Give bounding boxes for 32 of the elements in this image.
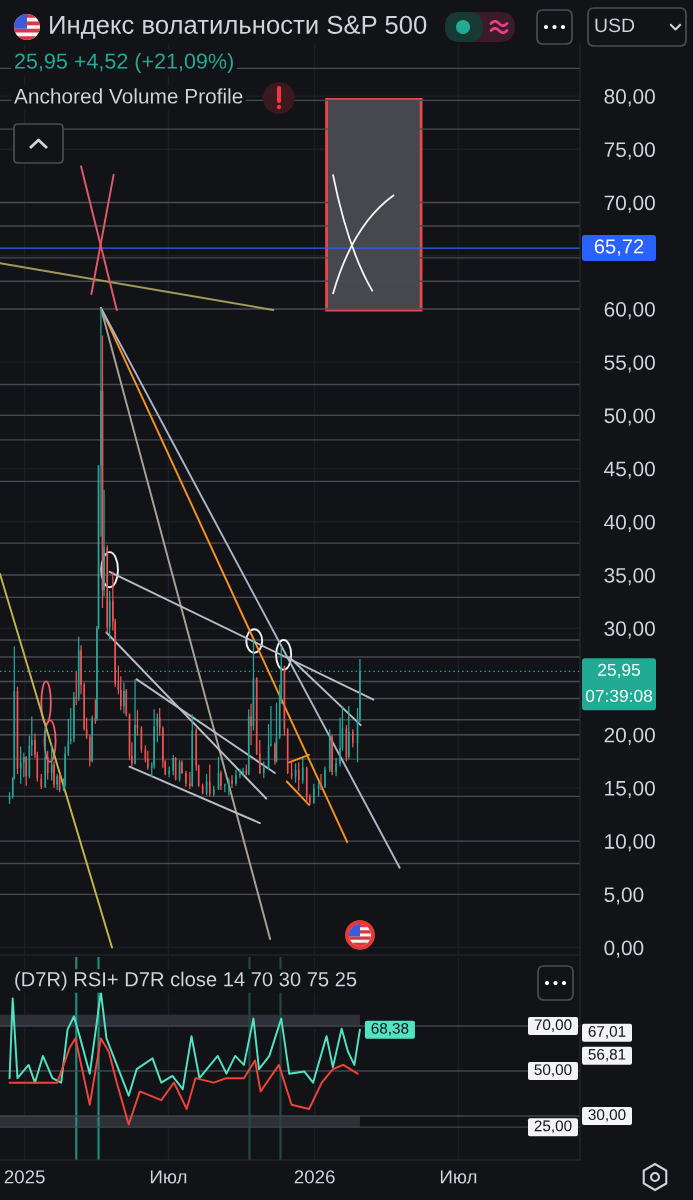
ref-line-label: 70,00 <box>534 1019 572 1032</box>
ref-line-label: 25,95 07:39:08 <box>585 663 653 703</box>
y-tick-label: 56,81 <box>588 1048 626 1062</box>
y-tick-label: 35,00 <box>604 568 655 586</box>
y-tick-label: 0,00 <box>604 940 644 958</box>
y-tick-label: 80,00 <box>604 89 655 107</box>
chart-subtitle: 25,95 +4,52 (+21,09%) <box>15 52 233 74</box>
ref-line-label: 65,72 <box>594 239 644 256</box>
y-tick-label: 5,00 <box>604 887 644 905</box>
y-tick-label: 30,00 <box>604 621 655 639</box>
y-tick-label: 55,00 <box>604 355 655 373</box>
chart-title: Индекс волатильности S&P 500 <box>50 15 427 39</box>
y-tick-label: 45,00 <box>604 461 655 479</box>
ref-line-label: 25,00 <box>534 1120 572 1134</box>
y-tick-label: 15,00 <box>605 780 655 799</box>
x-tick-label: Июл <box>150 1170 187 1184</box>
y-tick-label: 40,00 <box>604 514 655 533</box>
text: USD <box>595 18 635 33</box>
y-tick-label: 70,00 <box>604 195 655 213</box>
x-tick-label: 2025 <box>4 1170 45 1184</box>
y-tick-label: 20,00 <box>604 727 655 745</box>
y-tick-label: 60,00 <box>604 301 655 320</box>
data-label: 68,38 <box>371 1022 409 1036</box>
x-tick-label: 2026 <box>294 1170 335 1184</box>
y-tick-label: 75,00 <box>604 142 655 160</box>
y-tick-label: 67,01 <box>588 1026 626 1039</box>
ref-line-label: 50,00 <box>534 1064 572 1077</box>
x-tick-label: Июл <box>440 1170 477 1184</box>
y-tick-label: 50,00 <box>604 408 655 426</box>
y-tick-label: 10,00 <box>605 834 655 852</box>
annotation: Anchored Volume Profile <box>14 88 243 104</box>
text: (D7R) RSI+ D7R close 14 70 30 75 25 <box>15 971 357 991</box>
